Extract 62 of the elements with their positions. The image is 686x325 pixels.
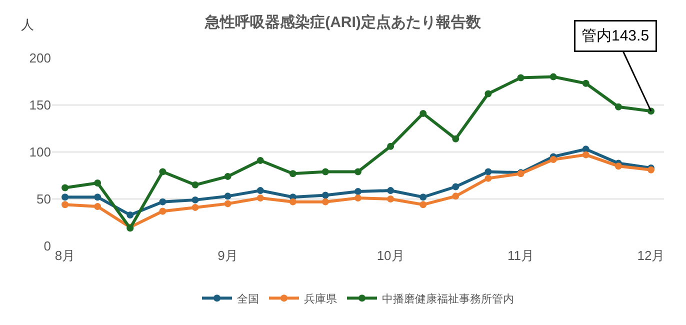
x-tick-label: 9月 — [218, 248, 238, 263]
y-tick-label: 0 — [44, 238, 51, 254]
point — [614, 103, 622, 110]
point — [256, 156, 264, 164]
point — [94, 203, 102, 210]
point — [192, 204, 199, 211]
point — [387, 142, 394, 150]
point — [256, 194, 264, 202]
point — [224, 200, 232, 208]
point — [582, 151, 590, 158]
point — [354, 168, 362, 176]
point — [94, 180, 102, 187]
point — [256, 187, 264, 194]
y-tick-label: 50 — [36, 192, 51, 207]
legend-label: 兵庫県 — [304, 292, 337, 306]
point — [224, 172, 232, 180]
point — [517, 74, 524, 82]
point — [159, 168, 166, 176]
point — [582, 80, 590, 87]
point — [484, 90, 492, 98]
point — [452, 192, 460, 200]
point — [62, 184, 69, 192]
point — [420, 110, 427, 117]
y-axis-title: 人 — [21, 17, 34, 32]
point — [614, 162, 622, 170]
point — [387, 187, 394, 194]
point — [192, 196, 199, 204]
point — [159, 208, 166, 215]
point — [94, 194, 102, 201]
x-tick-label: 12月 — [637, 248, 665, 263]
point — [550, 73, 557, 80]
point — [62, 201, 69, 208]
point — [452, 183, 460, 190]
y-tick-label: 200 — [29, 50, 51, 66]
y-tick-label: 150 — [29, 98, 51, 113]
x-tick-label: 11月 — [508, 248, 534, 263]
point — [420, 201, 427, 208]
point — [192, 181, 199, 188]
point — [322, 198, 329, 206]
x-tick-label: 8月 — [54, 248, 76, 263]
point — [550, 156, 557, 164]
point — [354, 194, 362, 202]
point — [289, 170, 296, 178]
point — [420, 194, 427, 201]
point — [159, 198, 166, 206]
point — [126, 211, 134, 218]
point — [484, 168, 492, 176]
point — [452, 135, 460, 142]
point — [484, 174, 492, 182]
point — [322, 192, 329, 199]
point — [322, 168, 329, 176]
chart-title: 急性呼吸器感染症(ARI)定点あたり報告数 — [204, 12, 482, 31]
x-tick-label: 10月 — [376, 248, 404, 263]
y-tick-label: 100 — [29, 144, 51, 160]
point — [387, 196, 394, 202]
legend-label: 全国 — [237, 293, 259, 306]
legend-label: 中播磨健康福祉事務所管内 — [382, 292, 514, 306]
point — [62, 194, 69, 201]
point — [289, 198, 296, 206]
point — [354, 188, 362, 195]
point — [224, 192, 232, 200]
annotation: 管内143.5 — [582, 28, 650, 44]
